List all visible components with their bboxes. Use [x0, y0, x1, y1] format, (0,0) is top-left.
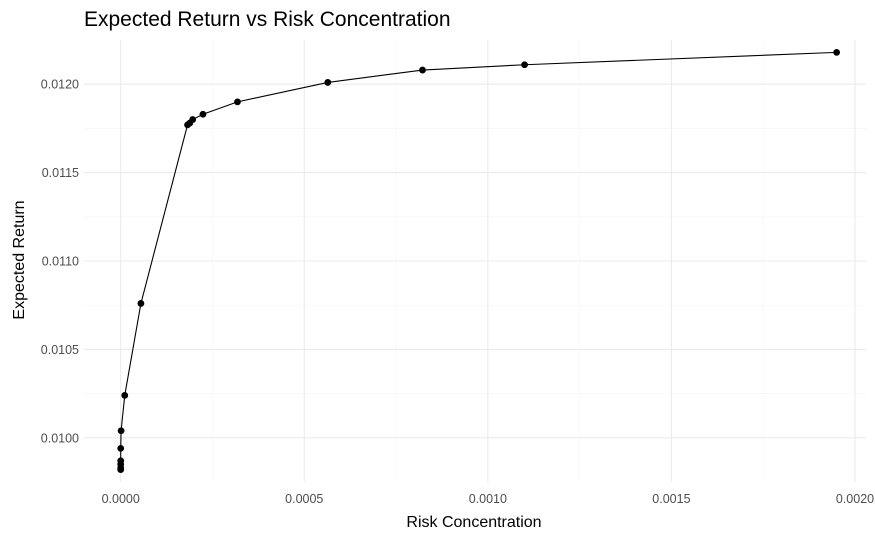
- y-axis-title: Expected Return: [11, 200, 28, 319]
- data-point: [521, 61, 528, 69]
- x-tick-label: 0.0015: [652, 492, 690, 506]
- data-point: [117, 427, 125, 435]
- x-tick-label: 0.0000: [102, 492, 140, 506]
- y-tick-label: 0.0115: [42, 166, 79, 180]
- data-point: [117, 457, 125, 465]
- series-layer: [117, 48, 841, 474]
- y-tick-label: 0.0110: [42, 255, 79, 269]
- x-tick-label: 0.0005: [285, 492, 323, 506]
- y-tick-label: 0.0120: [41, 78, 79, 92]
- chart-title: Expected Return vs Risk Concentration: [84, 8, 451, 31]
- grid: [84, 40, 866, 482]
- data-point: [117, 445, 125, 452]
- tick-labels: 0.0000 0.0005 0.0010 0.0015 0.0020 0.0100 0.01…: [41, 78, 874, 506]
- data-point: [137, 300, 145, 307]
- data-point: [324, 79, 332, 86]
- data-point: [199, 110, 207, 118]
- data-point: [234, 98, 241, 106]
- data-point: [419, 66, 426, 74]
- x-tick-label: 0.0020: [836, 492, 874, 506]
- data-point: [833, 48, 841, 56]
- y-tick-label: 0.0105: [41, 343, 79, 357]
- x-axis-title: Risk Concentration: [406, 514, 541, 531]
- data-point: [189, 116, 197, 123]
- data-point: [121, 391, 129, 399]
- y-tick-label: 0.0100: [41, 431, 79, 445]
- x-tick-label: 0.0010: [469, 492, 507, 506]
